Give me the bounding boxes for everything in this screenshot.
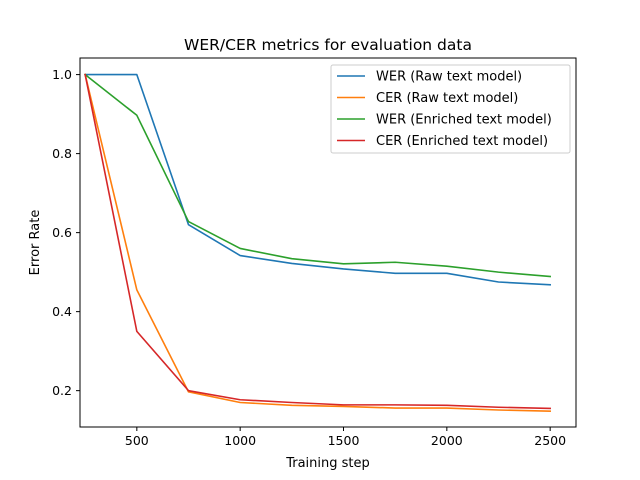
series-layer [84, 73, 552, 413]
y-tick-label: 0.6 [52, 225, 72, 240]
legend-label: WER (Enriched text model) [376, 113, 552, 128]
plot-frame [79, 57, 577, 428]
y-tick-label: 1.0 [52, 67, 72, 82]
x-axis-label: Training step [285, 456, 370, 471]
chart-title: WER/CER metrics for evaluation data [184, 36, 472, 54]
legend-label: CER (Raw text model) [376, 91, 518, 106]
y-tick-label: 0.2 [52, 383, 72, 398]
x-tick-label: 2000 [431, 433, 463, 448]
series-line-3 [84, 73, 552, 278]
legend-label: WER (Raw text model) [376, 70, 522, 85]
y-tick-label: 0.4 [52, 304, 72, 319]
series-line-2 [84, 73, 551, 413]
x-tick-label: 1500 [328, 433, 360, 448]
legend-items: WER (Raw text model) CER (Raw text model)… [337, 70, 552, 149]
x-tick-label: 500 [125, 433, 149, 448]
series-line-4 [84, 73, 551, 410]
legend-label: CER (Enriched text model) [376, 134, 548, 149]
y-axis: 0.2 0.4 0.6 0.8 1.0 [52, 67, 80, 398]
x-axis: 500 1000 1500 2000 2500 [125, 427, 566, 448]
y-axis-label: Error Rate [28, 210, 43, 276]
x-tick-label: 2500 [534, 433, 566, 448]
x-tick-label: 1000 [224, 433, 256, 448]
series-line-1 [84, 73, 552, 286]
legend: WER (Raw text model) CER (Raw text model)… [330, 64, 571, 154]
plot-area [79, 57, 577, 428]
y-tick-label: 0.8 [52, 146, 72, 161]
legend-frame [330, 64, 571, 154]
